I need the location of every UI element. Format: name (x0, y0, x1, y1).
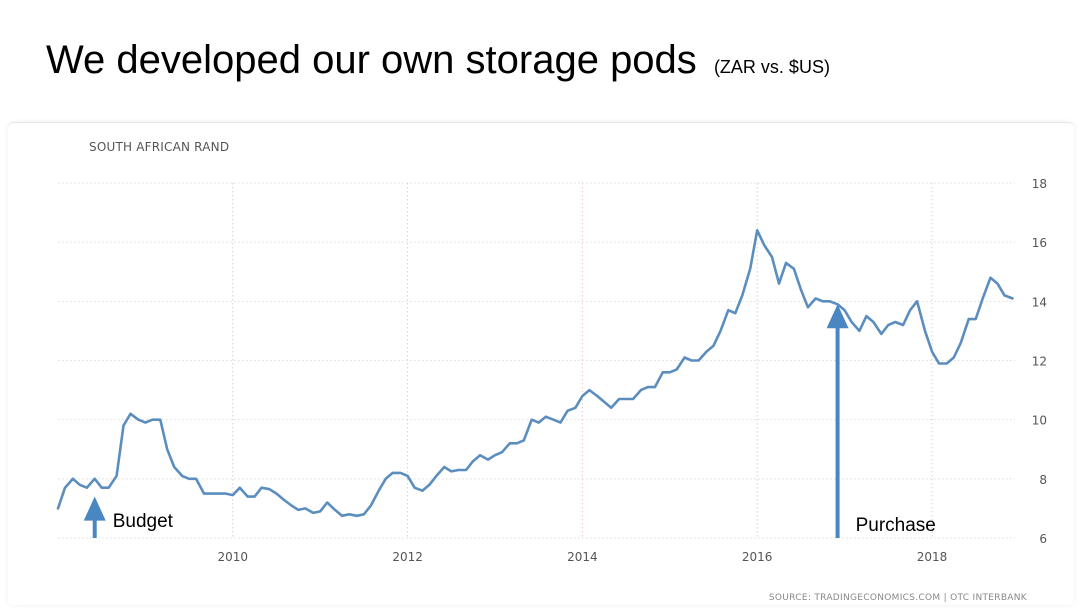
y-tick-label: 8 (1039, 473, 1047, 487)
x-tick-label: 2014 (567, 550, 598, 564)
x-axis: 2010 2012 2014 2016 2018 (218, 550, 948, 564)
chart-title: SOUTH AFRICAN RAND (89, 140, 229, 154)
x-tick-label: 2010 (218, 550, 249, 564)
y-axis: 6 8 10 12 14 16 18 (1032, 177, 1047, 546)
x-tick-label: 2016 (742, 550, 773, 564)
x-tick-label: 2012 (392, 550, 423, 564)
x-tick-label: 2018 (917, 550, 948, 564)
chart-card (8, 122, 1074, 605)
slide-title-text: We developed our own storage pods (46, 38, 697, 82)
y-tick-label: 6 (1039, 532, 1047, 546)
y-tick-label: 16 (1032, 236, 1047, 250)
chart-annotations: Budget Purchase (83, 304, 936, 538)
y-tick-label: 12 (1032, 355, 1047, 369)
zar-line-series (56, 229, 1014, 518)
y-tick-label: 18 (1032, 177, 1047, 191)
chart-source: SOURCE: TRADINGECONOMICS.COM | OTC INTER… (769, 593, 1028, 603)
annotation-arrowhead (83, 496, 106, 521)
annotation-label-purchase: Purchase (856, 515, 936, 536)
annotation-arrowhead (826, 304, 849, 329)
y-tick-label: 14 (1032, 295, 1047, 309)
slide-subtitle: (ZAR vs. $US) (713, 57, 830, 77)
y-tick-label: 10 (1032, 414, 1047, 428)
slide-title: We developed our own storage pods (ZAR v… (46, 38, 830, 83)
annotation-label-budget: Budget (113, 511, 174, 532)
chart-grid (58, 182, 1015, 539)
